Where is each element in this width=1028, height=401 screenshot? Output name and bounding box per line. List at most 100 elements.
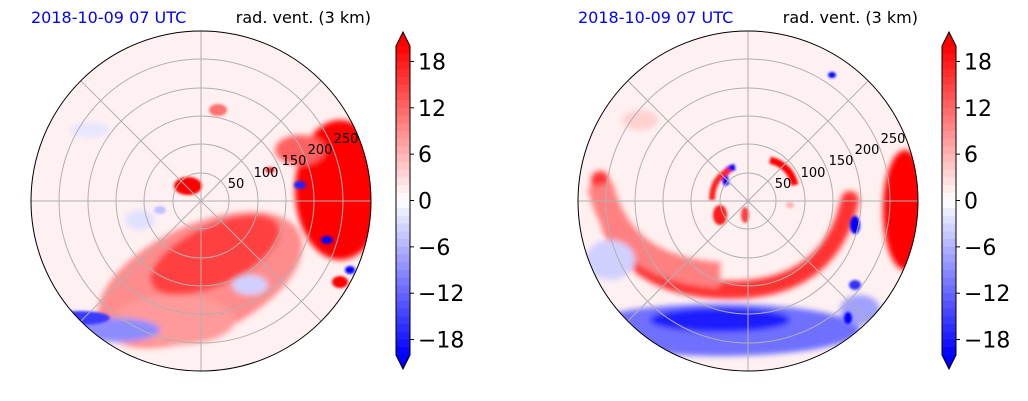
colorbar-level (942, 324, 956, 333)
polar-grid (31, 31, 371, 371)
colorbar-level (942, 169, 956, 178)
colorbar-level (396, 84, 410, 93)
colorbar-tick-label: −18 (418, 329, 464, 354)
colorbar-tick-label: 0 (964, 190, 978, 215)
colorbar-level (396, 200, 410, 209)
colorbar-tick-label: −6 (964, 236, 996, 261)
colorbar-level (396, 223, 410, 232)
plot-border (577, 30, 919, 372)
colorbar-level (942, 208, 956, 217)
colorbar-tick-label: −12 (964, 282, 1010, 307)
radial-tick-200: 200 (308, 143, 333, 158)
colorbar-extend-max (942, 32, 956, 46)
colorbar-level (942, 308, 956, 317)
colorbar-level (942, 270, 956, 279)
colorbar-level (942, 177, 956, 186)
colorbar-level (942, 316, 956, 325)
colorbar-level (942, 100, 956, 109)
colorbar-extend-min (396, 355, 410, 369)
title-right-variable: rad. vent. (3 km) (783, 8, 918, 27)
colorbar-level (942, 84, 956, 93)
colorbar-level (396, 69, 410, 78)
colorbar-level (396, 138, 410, 148)
colorbar-level (396, 100, 410, 109)
colorbar-level (396, 107, 410, 117)
colorbar-level (396, 231, 410, 240)
radial-tick-labels: 50 100 150 200 250 (775, 132, 906, 192)
colorbar-level (396, 239, 410, 248)
colorbar-level (396, 146, 410, 155)
colorbar-level (942, 138, 956, 148)
colorbar-level (396, 270, 410, 279)
title-left-date: 2018-10-09 07 UTC (31, 8, 186, 27)
colorbar-level (396, 161, 410, 171)
colorbar-tick-label: −18 (964, 329, 1010, 354)
radial-tick-250: 250 (881, 132, 906, 147)
colorbar-level (396, 215, 410, 225)
colorbar-left: 18 12 6 0 −6 −12 −18 (395, 30, 464, 371)
colorbar-tick-label: 6 (418, 143, 432, 168)
radial-tick-100: 100 (801, 166, 826, 181)
colorbar-level (942, 239, 956, 248)
colorbar-level (942, 92, 956, 101)
colorbar-level (942, 339, 956, 348)
colorbar-level (396, 92, 410, 101)
colorbar-level (942, 254, 956, 263)
colorbar-level (942, 300, 956, 310)
colorbar-level (942, 277, 956, 287)
colorbar-level (396, 316, 410, 325)
radial-tick-100: 100 (254, 166, 279, 181)
colorbar-level (396, 115, 410, 124)
radial-tick-labels: 50 100 150 200 250 (228, 132, 359, 192)
polar-plot-left: 50 100 150 200 250 (30, 30, 372, 372)
colorbar-level (942, 154, 956, 163)
colorbar-tick-label: 18 (964, 50, 992, 75)
colorbar-level (396, 347, 410, 356)
colorbar-tick-label: 0 (418, 190, 432, 215)
colorbar-tick-label: −12 (418, 282, 464, 307)
colorbar-level (942, 331, 956, 341)
velocity-field (50, 104, 371, 349)
colorbar-level (396, 53, 410, 63)
colorbar-level (396, 300, 410, 310)
colorbar-level (942, 246, 956, 256)
panel-left: 2018-10-09 07 UTC rad. vent. (3 km) (30, 8, 464, 372)
colorbar-extend-min (942, 355, 956, 369)
colorbar-level (942, 115, 956, 124)
colorbar-level (396, 277, 410, 287)
colorbar-level (396, 46, 410, 55)
title-left-variable: rad. vent. (3 km) (236, 8, 371, 27)
colorbar-outline (941, 30, 957, 371)
colorbar-level (942, 200, 956, 209)
radial-tick-50: 50 (775, 177, 792, 192)
colorbar-level (942, 107, 956, 117)
colorbar-level (396, 285, 410, 294)
radial-tick-150: 150 (282, 154, 307, 169)
colorbar-level (396, 154, 410, 163)
polar-plot-right: 50 100 150 200 250 (577, 30, 919, 372)
colorbar-level (942, 130, 956, 140)
radial-tick-50: 50 (228, 177, 245, 192)
colorbar-level (396, 293, 410, 302)
colorbar-tick-label: 12 (964, 97, 992, 122)
plot-border (30, 30, 372, 372)
colorbar-tick-label: 6 (964, 143, 978, 168)
colorbar-tick-label: 12 (418, 97, 446, 122)
colorbar-level (396, 61, 410, 70)
colorbar-level (396, 308, 410, 317)
colorbar-level (396, 192, 410, 202)
colorbar-level (942, 69, 956, 78)
colorbar-level (942, 46, 956, 55)
colorbar-level (396, 76, 410, 86)
colorbar-level (396, 339, 410, 348)
colorbar-level (942, 123, 956, 132)
colorbar-level (942, 231, 956, 240)
panel-right: 2018-10-09 07 UTC rad. vent. (3 km) (577, 8, 1010, 372)
colorbar-level (396, 130, 410, 140)
colorbar-level (942, 61, 956, 70)
colorbar-level (942, 76, 956, 86)
colorbar-right: 18 12 6 0 −6 −12 −18 (941, 30, 1010, 371)
radial-tick-250: 250 (334, 132, 359, 147)
colorbar-level (942, 146, 956, 155)
